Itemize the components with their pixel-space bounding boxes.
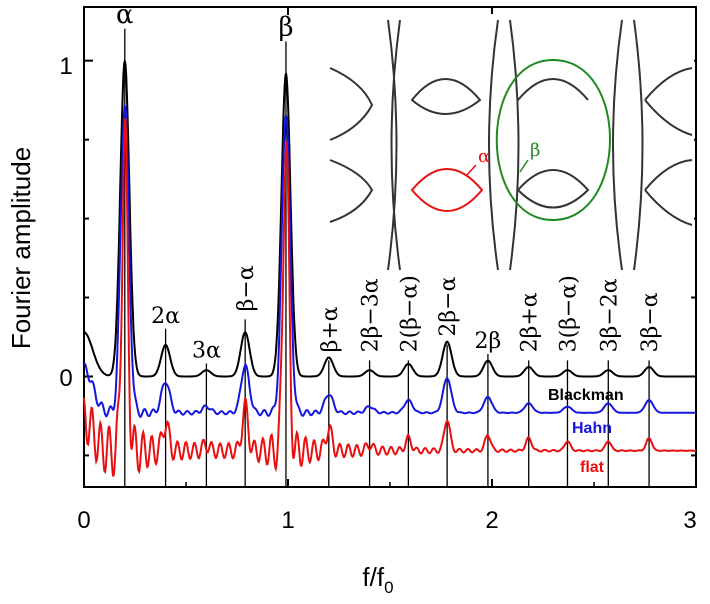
x-tick-label: 0 (77, 507, 90, 534)
inset-alpha-label: α (478, 146, 490, 167)
peak-label: 2β−3α (359, 278, 384, 352)
inset-alpha-orbit (410, 168, 484, 212)
x-tick-label: 1 (281, 507, 294, 534)
inset-pocket (644, 67, 693, 101)
inset-boundary (509, 19, 520, 271)
inset-alpha-pointer (465, 164, 477, 177)
peak-label: β−α (234, 265, 259, 311)
legend-hahn: Hahn (572, 420, 612, 437)
y-axis-title: Fourier amplitude (6, 147, 36, 349)
x-axis-title: f/f0 (362, 562, 393, 597)
inset-pocket (329, 159, 374, 223)
inset-pocket (410, 78, 482, 115)
inset-pocket (644, 99, 693, 136)
peak-labels: α 2α 3α β−α β β+α 2β−3α 2(β−α) 2β−α 2β 2β+α 3(β−α) 3… (116, 0, 663, 364)
spectra-curves (83, 60, 696, 477)
inset-background (322, 14, 694, 272)
peak-label: 3α (192, 339, 221, 364)
peak-label: 3(β−α) (556, 275, 581, 352)
inset-pocket (516, 169, 590, 209)
y-tick-label: 0 (59, 365, 72, 392)
peak-label: 3β−2α (597, 278, 622, 352)
series-line-flat (83, 118, 696, 477)
peak-label: 2β+α (518, 292, 543, 352)
inset-lattice-lines (329, 19, 693, 271)
x-tick-labels: 0 1 2 3 (77, 507, 696, 534)
inset-boundary (387, 19, 398, 271)
series-labels: Blackman Hahn flat (548, 387, 624, 476)
peak-label: β (278, 12, 293, 42)
peak-marker-lines (124, 28, 650, 487)
inset-beta-pointer (519, 159, 529, 173)
inset-fermi-surface: α β (322, 14, 694, 272)
series-line-hahn (83, 103, 696, 419)
x-tick-label: 3 (683, 507, 696, 534)
peak-label: 2α (151, 304, 180, 329)
peak-label: 2(β−α) (397, 275, 422, 352)
peak-label: 3β−α (638, 292, 663, 352)
inset-boundary (390, 19, 401, 271)
peak-label: 2β−α (436, 276, 461, 336)
inset-pocket (517, 78, 589, 101)
y-tick-labels: 0 1 (59, 53, 72, 392)
x-axis-title-main: f/f (362, 562, 384, 592)
peak-label: α (116, 0, 134, 30)
inset-boundary (488, 19, 499, 271)
inset-boundary (612, 19, 623, 271)
x-tick-label: 2 (485, 507, 498, 534)
inset-boundary (633, 19, 644, 271)
series-line-blackman (83, 60, 696, 378)
legend-flat: flat (580, 459, 605, 476)
legend-blackman: Blackman (548, 387, 624, 404)
x-axis-title-subscript: 0 (384, 578, 393, 597)
inset-pocket (329, 67, 374, 141)
inset-beta-label: β (530, 140, 540, 161)
inset-beta-orbit (495, 58, 611, 222)
peak-label: 2β (475, 329, 502, 354)
x-axis-ticks (83, 7, 697, 487)
peak-label: β+α (318, 306, 343, 352)
y-tick-label: 1 (59, 53, 72, 80)
inset-pocket (644, 189, 693, 226)
inset-pocket (644, 159, 693, 191)
